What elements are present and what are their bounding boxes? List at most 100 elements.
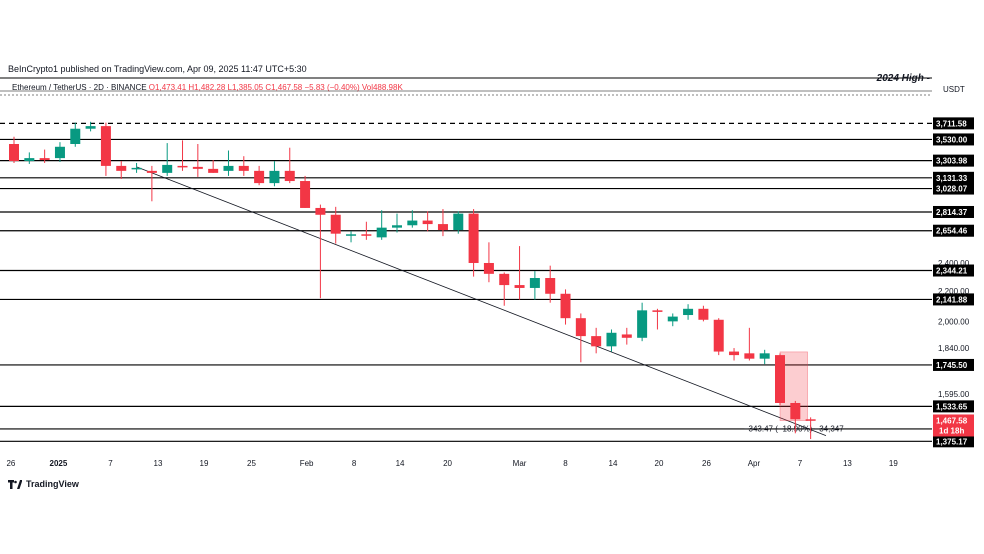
candle-body-down xyxy=(422,220,433,225)
level-price-tag xyxy=(933,224,974,237)
candle-body-up xyxy=(759,353,770,359)
candle-body-down xyxy=(621,334,632,338)
level-price-label: 3,530.00 xyxy=(936,135,968,144)
x-tick-label: 19 xyxy=(889,459,898,468)
level-price-tag xyxy=(933,400,974,413)
x-tick-label: 8 xyxy=(352,459,357,468)
level-price-label: 2,654.46 xyxy=(936,227,968,236)
level-price-label: 1,745.50 xyxy=(936,361,968,370)
level-price-tag xyxy=(933,264,974,277)
y-tick-label: 2,000.00 xyxy=(938,317,970,326)
time-axis: 26 2025 7 13 19 25 Feb 8 14 20 Mar 8 14 20 26 Apr 7 13 19 xyxy=(6,459,898,468)
candles xyxy=(9,121,816,440)
x-tick-label: 20 xyxy=(443,459,452,468)
symbol-name: Ethereum / TetherUS · 2D · BINANCE xyxy=(12,83,147,92)
candle-body-down xyxy=(192,166,203,169)
y-tick-label: 1,840.00 xyxy=(938,344,970,353)
candle-body-down xyxy=(284,170,295,182)
x-tick-label: 25 xyxy=(247,459,256,468)
published-by-text: BeInCrypto1 published on TradingView.com… xyxy=(8,64,307,74)
candle-body-up xyxy=(376,227,387,238)
level-price-label: 3,303.98 xyxy=(936,157,968,166)
candle-body-down xyxy=(698,308,709,320)
candle-body-down xyxy=(652,310,663,312)
symbol-legend[interactable]: Ethereum / TetherUS · 2D · BINANCE O1,47… xyxy=(12,83,403,92)
tradingview-logo-icon xyxy=(8,479,22,489)
candle-body-down xyxy=(177,165,188,168)
candle-body-down xyxy=(514,285,525,288)
measure-label: −343.47 (−18.90%) −34,347 xyxy=(744,425,844,434)
price-axis: USDT 2,400.00 2,200.00 2,000.00 1,840.00 1,5… xyxy=(932,80,984,452)
candle-body-up xyxy=(223,165,234,171)
level-price-label: 2,344.21 xyxy=(936,267,968,276)
high-label: 2024 High - xyxy=(876,73,931,84)
candle-body-up xyxy=(70,128,81,145)
candle-body-down xyxy=(575,318,586,337)
x-tick-label: 13 xyxy=(843,459,852,468)
x-tick-label: 2025 xyxy=(50,459,68,468)
level-price-label: 3,711.58 xyxy=(936,119,967,128)
candle-body-up xyxy=(637,310,648,338)
tradingview-footer[interactable]: TradingView xyxy=(8,479,79,489)
candle-body-up xyxy=(54,146,65,159)
last-price-tag xyxy=(933,414,974,437)
y-tick-label: 2,400.00 xyxy=(938,259,970,268)
candle-body-down xyxy=(146,170,157,173)
candle-body-down xyxy=(116,165,127,171)
y-tick-label: 2,200.00 xyxy=(938,287,970,296)
all-time-high-marker: 2024 High - xyxy=(876,73,931,84)
x-tick-label: 13 xyxy=(154,459,163,468)
candle-body-down xyxy=(713,319,724,352)
x-tick-label: 19 xyxy=(200,459,209,468)
candle-body-down xyxy=(560,293,571,319)
x-tick-label: Apr xyxy=(748,459,761,468)
x-tick-label: 26 xyxy=(6,459,15,468)
level-price-tag xyxy=(933,205,974,218)
candle-body-down xyxy=(100,126,111,166)
descending-trendline xyxy=(136,166,827,436)
candle-body-down xyxy=(254,170,265,184)
volume-value: Vol488.98K xyxy=(361,83,403,92)
candle-body-up xyxy=(606,332,617,347)
candle-body-down xyxy=(437,224,448,231)
candle-body-up xyxy=(346,234,357,236)
candle-body-down xyxy=(744,353,755,359)
trendline-layer xyxy=(136,166,827,436)
level-price-tag xyxy=(933,171,974,184)
last-price-label: 1,467.58 xyxy=(936,416,968,425)
x-tick-label: 20 xyxy=(655,459,664,468)
candle-body-up xyxy=(683,308,694,316)
level-price-tag xyxy=(933,117,974,130)
level-price-label: 2,814.37 xyxy=(936,208,968,217)
candle-body-up xyxy=(85,126,96,129)
x-tick-label: 8 xyxy=(563,459,568,468)
candle-body-down xyxy=(805,419,816,421)
level-price-label: 2,141.88 xyxy=(936,295,968,304)
candle-body-down xyxy=(9,144,19,162)
candle-body-up xyxy=(392,225,402,228)
candle-body-down xyxy=(238,165,249,171)
candle-body-down xyxy=(361,234,372,236)
level-price-tag xyxy=(933,293,974,306)
candle-body-down xyxy=(315,207,326,215)
candle-body-up xyxy=(162,164,173,173)
level-price-tag xyxy=(933,154,974,167)
x-tick-label: 14 xyxy=(609,459,618,468)
x-tick-label: 7 xyxy=(798,459,803,468)
level-price-tag xyxy=(933,182,974,195)
x-tick-label: Mar xyxy=(513,459,527,468)
level-price-tag xyxy=(933,358,974,371)
candle-body-up xyxy=(269,170,280,184)
measure-tool: −343.47 (−18.90%) −34,347 xyxy=(744,351,844,434)
x-tick-label: 14 xyxy=(396,459,405,468)
candle-body-down xyxy=(39,158,50,161)
candle-body-down xyxy=(790,402,801,420)
candle-body-down xyxy=(545,278,556,294)
level-price-label: 1,375.17 xyxy=(936,437,968,446)
ohlc-values: O1,473.41 H1,482.28 L1,385.05 C1,467.58 … xyxy=(148,83,360,92)
candle-body-down xyxy=(300,181,311,208)
y-tick-label: 1,595.00 xyxy=(938,390,970,399)
candle-body-down xyxy=(330,214,341,234)
tradingview-brand: TradingView xyxy=(26,479,79,489)
